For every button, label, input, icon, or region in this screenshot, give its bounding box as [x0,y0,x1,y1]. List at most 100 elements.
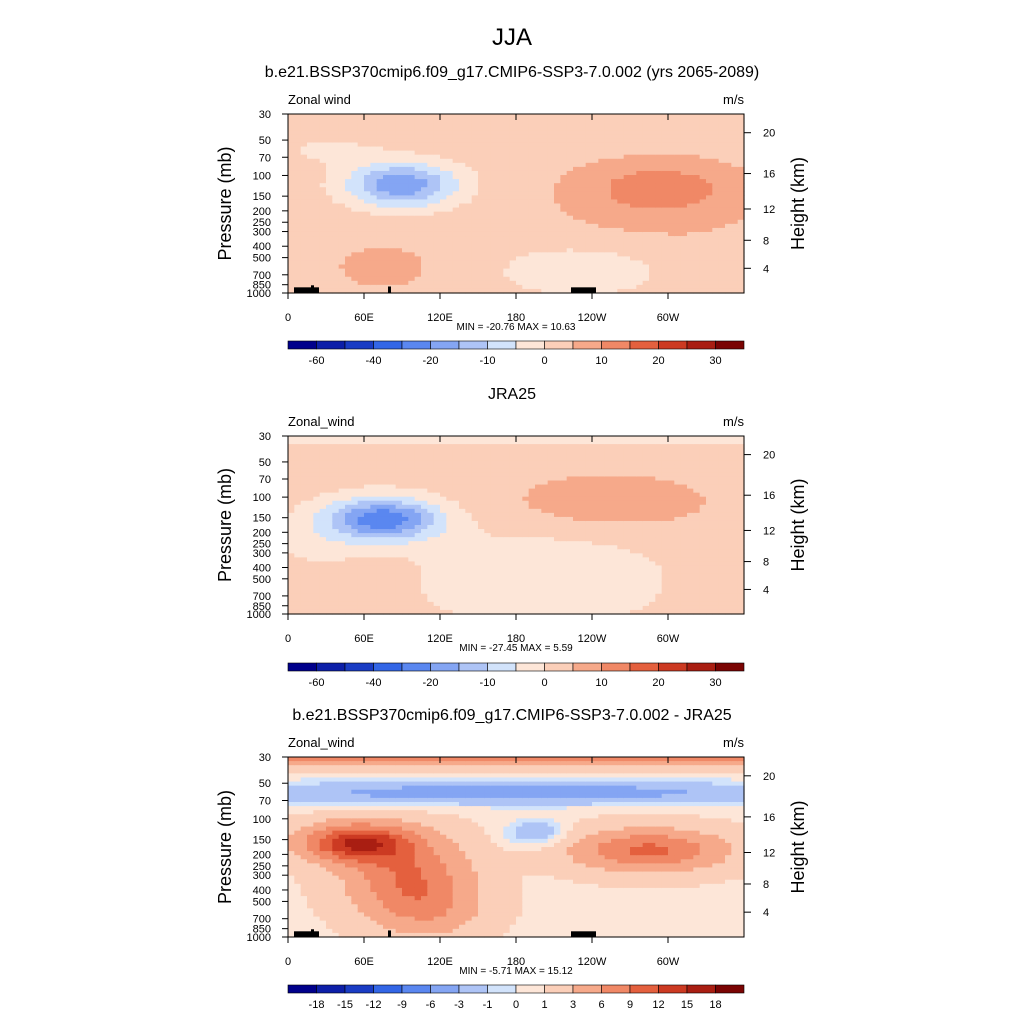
contour-cell [478,122,485,127]
contour-cell [585,162,593,168]
contour-cell [687,211,694,217]
contour-cell [516,256,523,262]
contour-cell [338,211,346,217]
contour-cell [408,585,416,591]
contour-cell [459,248,466,253]
contour-cell [389,581,397,587]
contour-cell [617,191,625,196]
contour-cell [459,516,466,522]
contour-cell [731,227,739,233]
contour-cell [446,512,454,518]
contour-cell [459,525,466,530]
contour-cell [509,244,517,249]
contour-cell [319,464,327,469]
contour-cell [687,187,694,192]
contour-cell [414,476,422,482]
contour-cell [509,601,517,607]
contour-cell [351,179,359,184]
contour-cell [300,134,308,140]
contour-cell [522,211,530,217]
contour-cell [566,142,574,148]
contour-cell [326,244,333,249]
contour-cell [573,138,580,144]
contour-cell [313,569,321,575]
contour-cell [737,203,745,209]
contour-cell [395,520,403,526]
contour-cell [484,545,492,550]
contour-cell [497,223,504,229]
contour-cell [452,260,460,266]
contour-cell [383,272,390,278]
contour-cell [440,529,447,534]
contour-cell [357,472,365,478]
contour-cell [516,516,523,522]
contour-cell [440,496,447,502]
contour-cell [446,126,454,131]
contour-cell [509,541,517,546]
contour-cell [288,179,295,184]
contour-cell [427,207,435,213]
contour-cell [402,444,409,449]
contour-cell [345,236,352,241]
contour-cell [395,146,403,152]
contour-cell [617,203,625,209]
contour-cell [345,605,352,611]
contour-cell [338,468,346,474]
contour-cell [446,227,454,233]
contour-cell [668,207,675,213]
contour-cell [376,565,384,571]
contour-cell [421,158,428,164]
contour-cell [414,541,422,546]
contour-cell [376,589,384,595]
contour-cell [395,138,403,144]
contour-cell [528,581,536,587]
contour-cell [680,268,688,274]
contour-cell [332,170,340,176]
contour-cell [522,154,530,160]
contour-cell [579,203,587,209]
contour-cell [478,609,485,615]
contour-cell [383,114,390,119]
contour-cell [522,231,530,237]
contour-cell [636,122,644,127]
contour-cell [547,288,555,294]
contour-cell [433,223,441,229]
contour-cell [383,223,390,229]
contour-cell [402,605,409,611]
contour-cell [541,170,549,176]
contour-cell [560,268,568,274]
contour-fill [288,114,745,294]
contour-cell [345,476,352,482]
contour-cell [497,516,504,522]
contour-cell [465,585,473,591]
contour-cell [718,240,726,245]
contour-cell [687,175,694,180]
contour-cell [402,256,409,262]
contour-cell [326,508,333,514]
contour-cell [503,549,511,554]
contour-cell [288,236,295,241]
contour-cell [433,130,441,135]
contour-cell [503,114,511,119]
contour-cell [737,146,745,152]
contour-cell [313,533,321,538]
contour-cell [319,211,327,217]
contour-cell [674,150,682,156]
contour-cell [725,142,732,148]
contour-cell [503,553,511,558]
y-tick-label: 70 [259,152,271,164]
contour-cell [655,252,663,257]
contour-cell [332,179,340,184]
contour-cell [364,236,371,241]
contour-cell [383,460,390,465]
contour-cell [326,252,333,257]
contour-cell [370,211,378,217]
contour-cell [459,276,466,282]
contour-cell [585,203,593,209]
contour-cell [364,525,371,530]
contour-cell [725,268,732,274]
contour-cell [617,227,625,233]
contour-cell [326,146,333,152]
contour-cell [471,533,479,538]
contour-cell [585,219,593,225]
